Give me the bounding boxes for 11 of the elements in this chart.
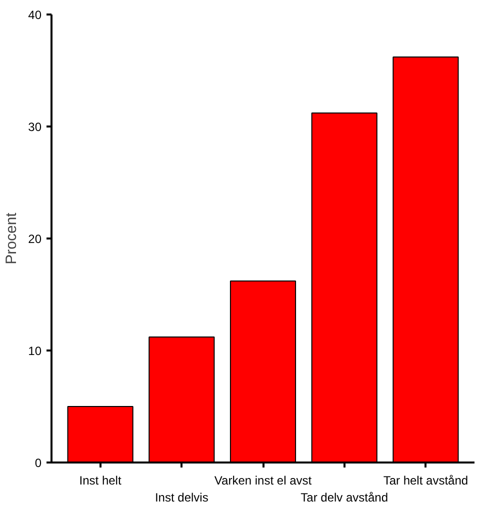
x-tick-label: Varken inst el avst [214, 474, 312, 488]
y-axis-title: Procent [3, 212, 20, 264]
x-tick-label: Tar delv avstånd [300, 490, 388, 504]
y-tick-label: 30 [28, 120, 42, 134]
x-tick-label: Tar helt avstånd [383, 474, 468, 488]
y-tick-label: 0 [34, 456, 42, 470]
y-tick-label: 20 [28, 232, 42, 246]
y-tick-label: 10 [28, 344, 42, 358]
x-tick-label: Inst helt [79, 474, 122, 488]
y-tick-label: 40 [28, 8, 42, 22]
x-tick-label: Inst delvis [154, 490, 208, 504]
